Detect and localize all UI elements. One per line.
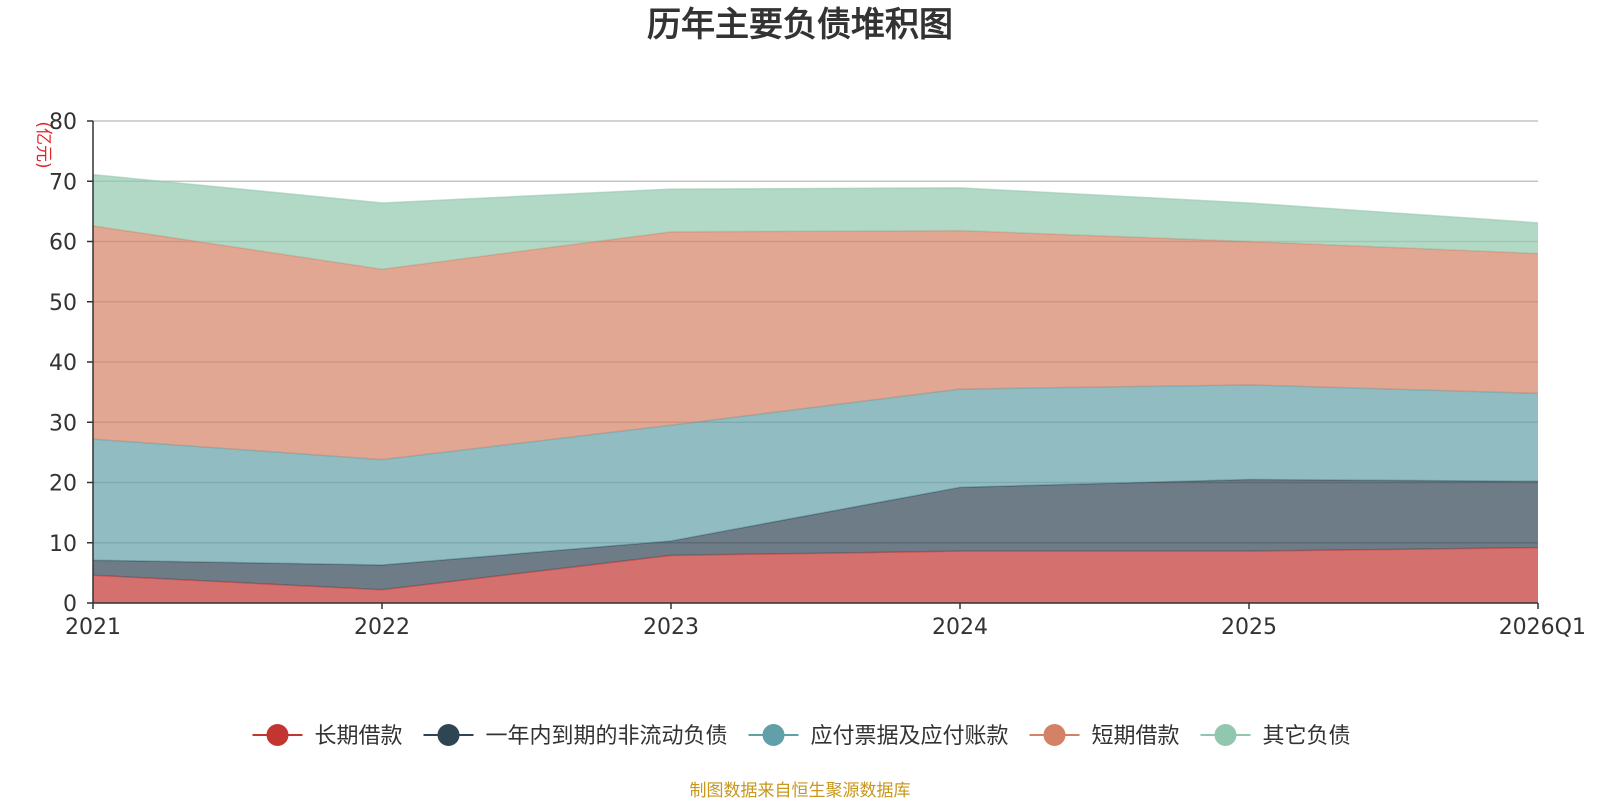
y-tick-label-50: 50: [49, 291, 77, 316]
legend-label: 应付票据及应付账款: [811, 724, 1009, 749]
y-tick-label-0: 0: [63, 592, 77, 617]
x-tick-label-2021: 2021: [65, 615, 121, 640]
legend-circle-icon: [266, 724, 289, 746]
legend-label: 一年内到期的非流动负债: [486, 724, 728, 749]
y-tick-label-10: 10: [49, 532, 77, 557]
legend-item-4[interactable]: 短期借款: [1029, 724, 1180, 749]
area-series-5[interactable]: [93, 174, 1538, 270]
legend-circle-icon: [762, 724, 785, 746]
area-series-2[interactable]: [93, 479, 1538, 590]
y-tick-label-60: 60: [49, 231, 77, 256]
area-series-3[interactable]: [93, 384, 1538, 566]
y-tick-label-70: 70: [49, 170, 77, 195]
y-axis-unit-label: (亿元): [33, 121, 53, 168]
legend-item-3[interactable]: 应付票据及应付账款: [748, 724, 1009, 749]
legend-label: 短期借款: [1092, 724, 1180, 749]
area-layer: [92, 173, 1539, 603]
chart-title: 历年主要负债堆积图: [647, 5, 953, 45]
y-tick-label-20: 20: [49, 472, 77, 497]
area-series-1[interactable]: [93, 547, 1538, 603]
legend: 长期借款 一年内到期的非流动负债 应付票据及应付账款 短期借款 其它负债: [252, 724, 1351, 749]
x-tick-label-2026Q1: 2026Q1: [1499, 615, 1586, 640]
legend-item-5[interactable]: 其它负债: [1200, 724, 1351, 749]
legend-label: 其它负债: [1263, 724, 1351, 749]
x-tick-label-2024: 2024: [932, 615, 988, 640]
y-tick-label-30: 30: [49, 411, 77, 436]
x-tick-label-2022: 2022: [354, 615, 410, 640]
legend-circle-icon: [1043, 724, 1066, 746]
x-tick-label-2025: 2025: [1221, 615, 1277, 640]
legend-item-1[interactable]: 长期借款: [252, 724, 403, 749]
legend-item-2[interactable]: 一年内到期的非流动负债: [423, 724, 728, 749]
legend-label: 长期借款: [315, 724, 403, 749]
data-source-note: 制图数据来自恒生聚源数据库: [690, 781, 911, 800]
axis-layer: 0 10 20 30 40 50 60 70 80 2021 2022 2023 2024 2025 202…: [49, 110, 1586, 640]
area-edge-series-5: [92, 173, 1539, 224]
y-tick-label-80: 80: [49, 110, 77, 135]
x-tick-label-2023: 2023: [643, 615, 699, 640]
legend-circle-icon: [1214, 724, 1237, 746]
y-tick-label-40: 40: [49, 351, 77, 376]
area-series-4[interactable]: [93, 225, 1538, 460]
legend-circle-icon: [437, 724, 460, 746]
